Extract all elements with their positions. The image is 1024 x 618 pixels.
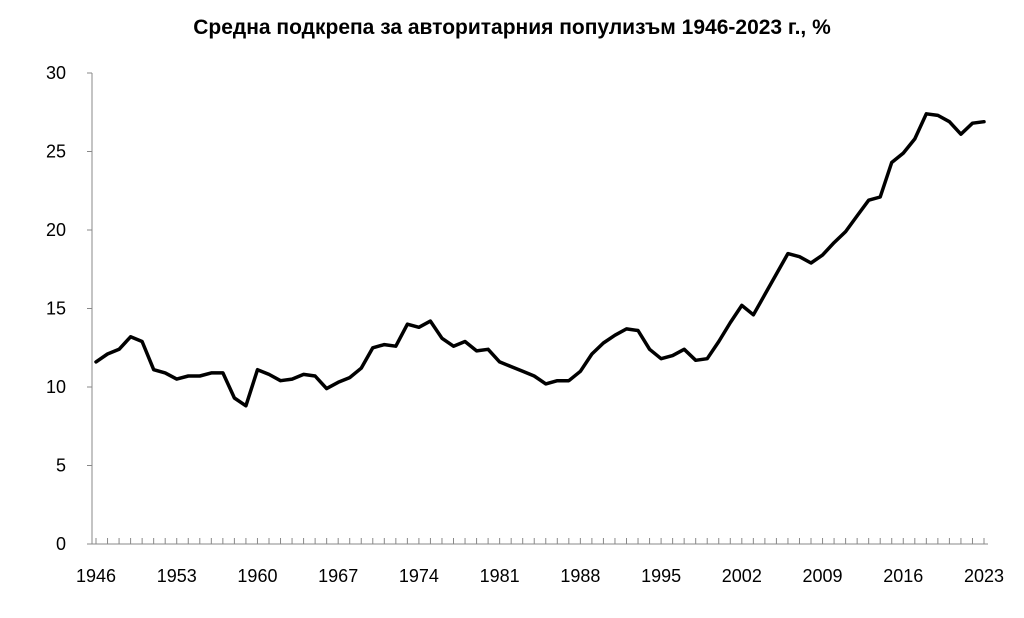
y-tick-label: 30 — [46, 63, 66, 83]
x-tick-label: 2009 — [803, 566, 843, 586]
x-tick-label: 1988 — [560, 566, 600, 586]
tick-marks — [95, 538, 985, 544]
x-tick-label: 1974 — [399, 566, 439, 586]
x-tick-label: 2016 — [883, 566, 923, 586]
y-tick-label: 10 — [46, 377, 66, 397]
x-tick-label: 1967 — [318, 566, 358, 586]
x-tick-label: 2002 — [722, 566, 762, 586]
y-tick-label: 25 — [46, 142, 66, 162]
x-tick-label: 1995 — [641, 566, 681, 586]
chart-title: Средна подкрепа за авторитарния популизъ… — [193, 16, 831, 39]
y-tick-labels: 0 5 10 15 20 25 30 — [46, 63, 66, 554]
x-tick-label: 1953 — [157, 566, 197, 586]
data-series — [94, 112, 986, 408]
axes — [87, 72, 988, 545]
x-tick-label: 1946 — [76, 566, 116, 586]
x-tick-labels: 1946 1953 1960 1967 1974 1981 1988 1995 2002 2009… — [76, 566, 1004, 586]
y-tick-label: 0 — [56, 534, 66, 554]
x-tick-label: 1981 — [480, 566, 520, 586]
x-tick-label: 2023 — [964, 566, 1004, 586]
series-line — [94, 112, 986, 408]
y-tick-label: 20 — [46, 220, 66, 240]
x-tick-label: 1960 — [237, 566, 277, 586]
y-tick-label: 5 — [56, 456, 66, 476]
y-tick-label: 15 — [46, 299, 66, 319]
